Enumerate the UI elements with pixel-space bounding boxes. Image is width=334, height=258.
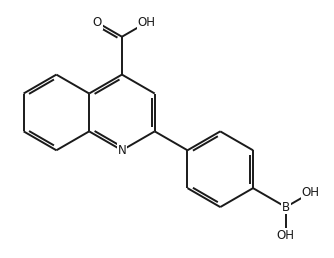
Text: B: B [282, 200, 290, 214]
Text: N: N [118, 144, 126, 157]
Text: O: O [93, 16, 102, 29]
Text: OH: OH [138, 16, 156, 29]
Text: OH: OH [277, 229, 295, 242]
Text: OH: OH [301, 186, 319, 199]
